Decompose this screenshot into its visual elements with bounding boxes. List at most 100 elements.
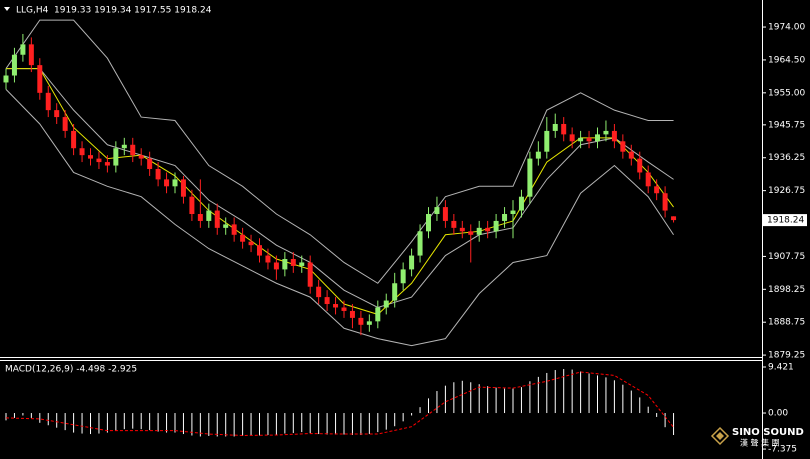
candle-body [71,130,77,149]
macd-bar [73,413,75,433]
candle-body [45,92,51,111]
macd-bar [495,387,497,414]
macd-bar [351,413,353,436]
macd-bar [504,388,506,414]
macd-bar [402,413,404,422]
logo-icon [716,432,724,440]
last-price-box [763,214,807,227]
candle-body [637,158,643,173]
candle-body [20,44,26,55]
macd-bar [301,413,303,433]
candle-body [37,65,43,93]
candle-body [527,158,533,197]
candle-body [180,179,186,197]
candle-body [265,255,271,263]
candle-body [79,148,85,156]
candle-body [586,137,592,142]
macd-bar [673,413,675,436]
candle-body [544,130,550,152]
macd-bar [208,413,210,436]
candle-body [341,307,347,311]
y-tick-label: 1945.75 [768,120,805,130]
candle-body [595,134,600,142]
candle-body [189,196,195,215]
candle-body [485,227,491,232]
menu-arrow[interactable] [4,7,10,11]
macd-bar [588,373,590,414]
macd-bar [639,397,641,414]
macd-bar [98,413,100,434]
logo: SINO SOUND 漢 聲 集 團 [710,426,804,448]
candle-body [628,151,634,159]
candle-body [434,207,440,215]
last-price-label: 1918.24 [767,216,804,226]
macd-bar [605,377,607,414]
macd-bar [411,413,413,416]
logo-name: SINO SOUND [732,427,804,438]
candle-body [155,168,161,180]
candle-body [88,155,93,159]
candle-body [392,283,398,301]
candle-body [510,210,516,215]
candle-body [611,130,617,142]
macd-bar [275,413,277,436]
y-tick-label: 1907.75 [768,252,805,262]
candle-body [468,231,474,235]
macd-bar [318,413,320,435]
candle-body [400,269,406,284]
macd-bar [13,413,15,418]
macd-bar [385,413,387,430]
macd-bar [487,386,489,414]
macd-bar [529,381,531,414]
macd-bar [563,369,565,414]
candle-body [662,193,668,211]
y-tick-label: 1936.25 [768,153,805,163]
macd-bar [242,413,244,436]
y-tick-label: 9.421 [768,363,794,373]
macd-bar [64,413,66,431]
macd-bar [394,413,396,427]
macd-bar [470,382,472,414]
macd-bar [368,413,370,435]
candle-body [561,123,567,135]
y-tick-label: 1974.00 [768,23,805,33]
candle-body [476,227,482,235]
macd-bar [613,380,615,414]
indicator-line [5,19,674,284]
macd-bar [512,388,514,414]
macd-bar [267,413,269,436]
macd-bar [47,413,49,426]
macd-bar [166,413,168,433]
candle-body [324,297,330,305]
macd-bar [343,413,345,435]
candle-body [552,123,558,131]
candle-body [299,262,305,266]
macd-title: MACD(12,26,9) -4.498 -2.925 [5,365,137,375]
candle-body [214,210,220,228]
logo-icon [710,426,730,446]
y-tick-label: 1879.25 [768,351,805,361]
macd-bar [664,413,666,428]
y-tick-label: 0.00 [768,409,788,419]
macd-bar [647,406,649,414]
candle-body [333,304,339,308]
candle-body [282,259,288,270]
candle-body [383,300,389,308]
macd-bar [597,375,598,414]
candle-body [240,234,246,242]
candle-body [3,75,9,83]
candle-body [307,262,313,287]
candle-body [375,307,381,322]
macd-bar [140,413,142,430]
macd-bar [90,413,91,435]
macd-bar [292,413,294,434]
candle-body [426,214,431,232]
y-tick-label: 1898.25 [768,285,805,295]
ohlc-readout: 1919.33 1919.34 1917.55 1918.24 [54,6,212,16]
macd-bar [580,371,582,414]
y-tick-label: 1926.75 [768,186,805,196]
macd-bar [436,391,438,414]
macd-bar [537,376,539,414]
candle-body [54,110,60,118]
macd-bar [309,413,311,434]
